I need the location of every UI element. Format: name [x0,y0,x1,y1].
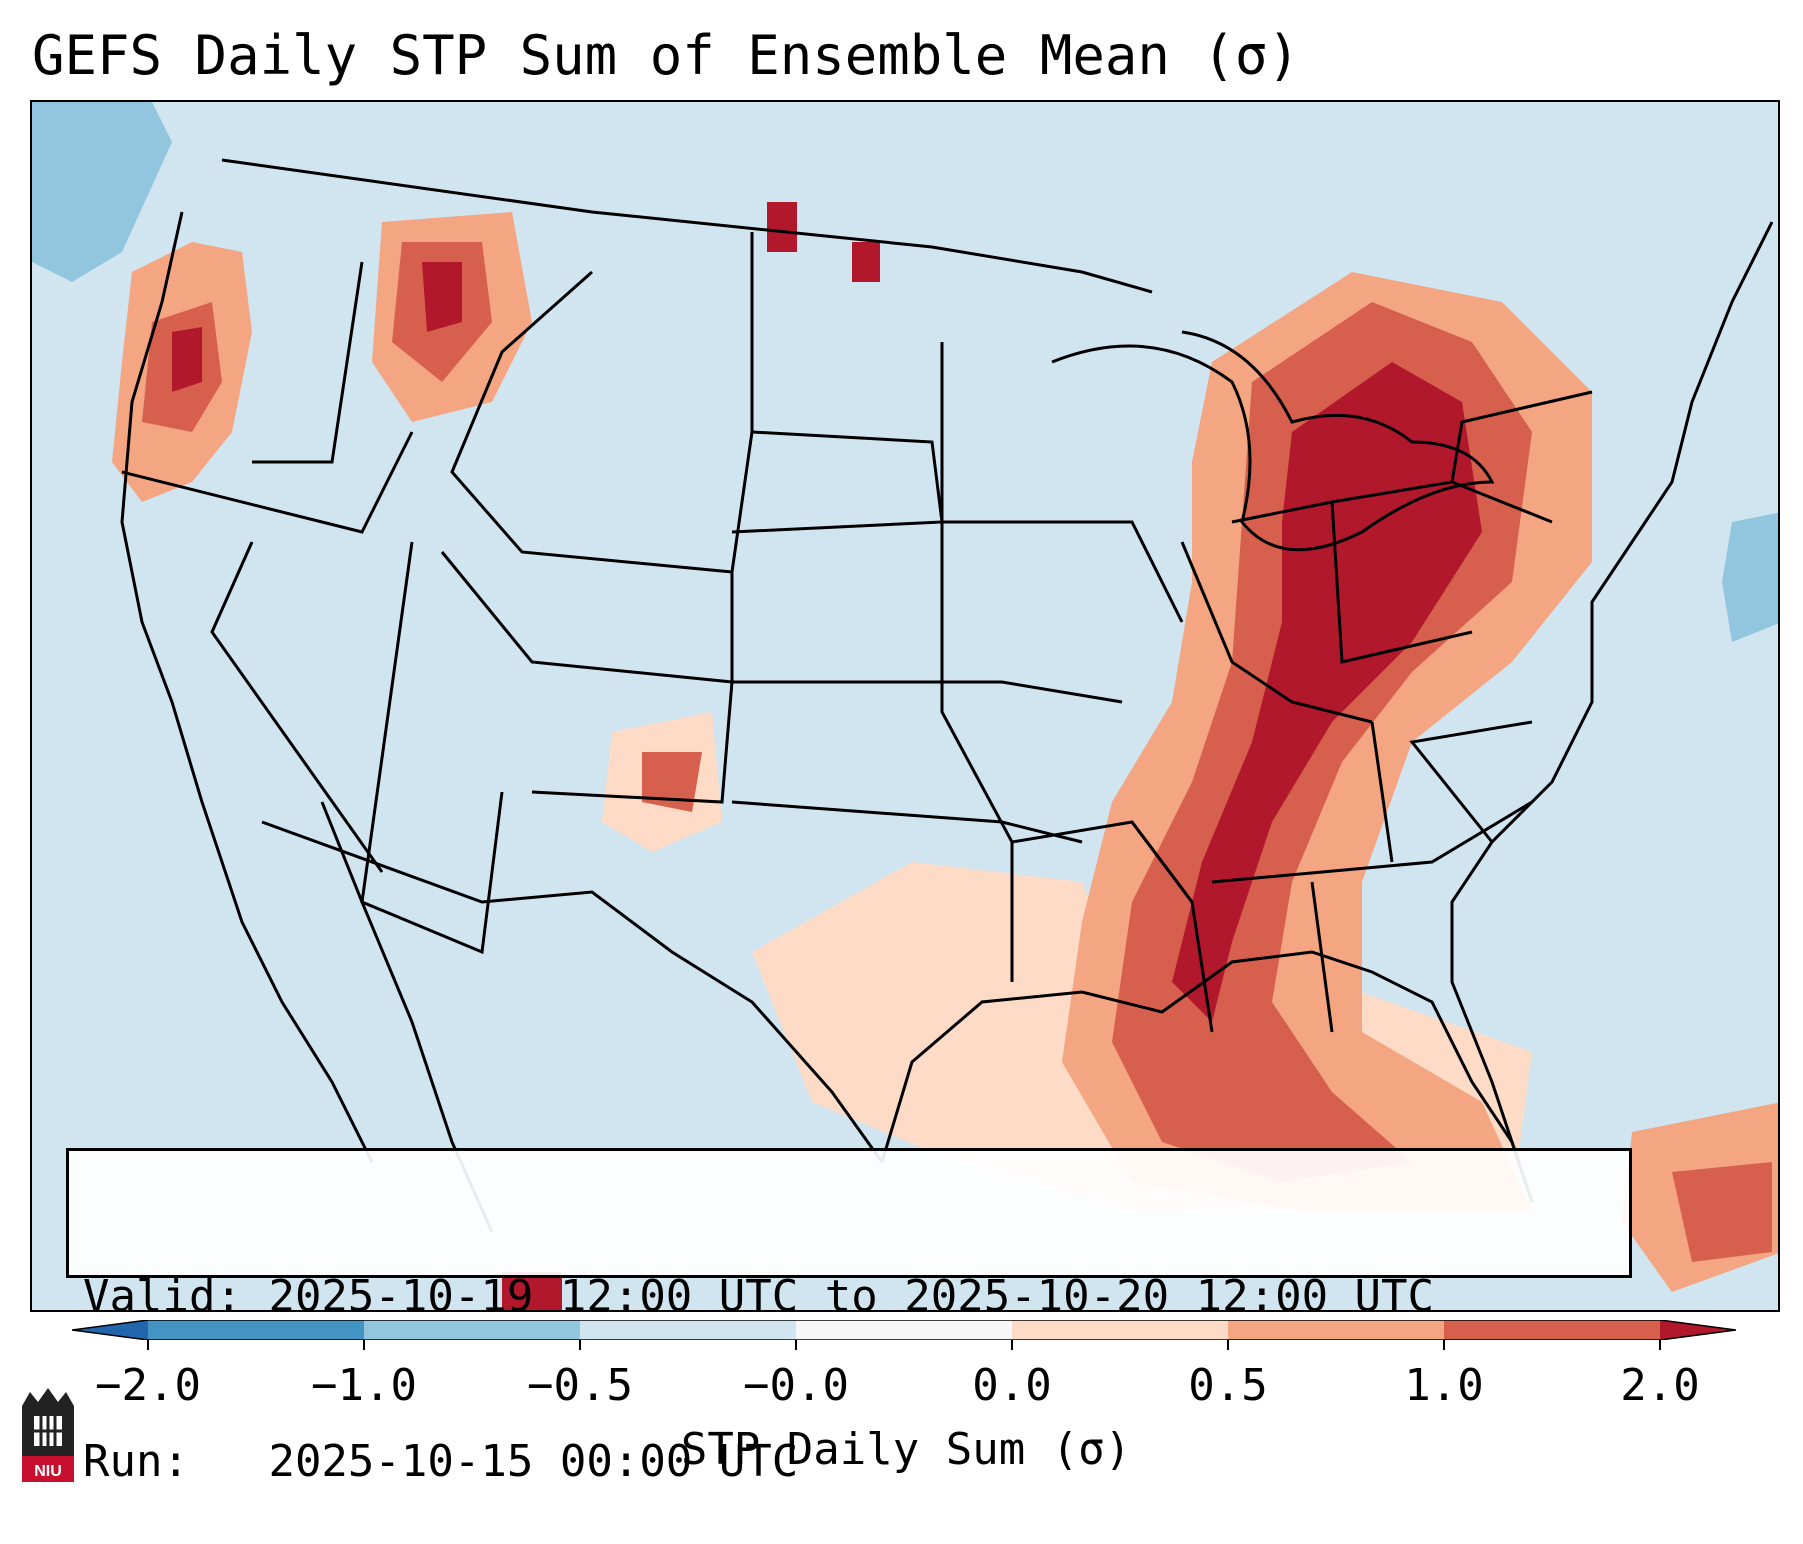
run-row: Run: 2025-10-15 00:00 UTC [83,1434,1615,1489]
colorbar-tick-mark [1659,1340,1661,1350]
valid-run-info-box: Valid: 2025-10-19 12:00 UTC to 2025-10-2… [66,1148,1632,1487]
colorbar-extend-low [72,1320,148,1340]
colorbar-segment [796,1320,1013,1340]
colorbar-segment [1012,1320,1229,1340]
colorbar-tick-mark [363,1340,365,1350]
valid-value: 2025-10-19 12:00 UTC to 2025-10-20 12:00… [268,1271,1435,1322]
colorbar-label: STP Daily Sum (σ) [680,1424,1132,1475]
colorbar-tick-label: −0.0 [743,1360,849,1411]
logo-text: NIU [34,1463,62,1480]
colorbar-tick-label: −2.0 [95,1360,201,1411]
valid-label: Valid: [83,1271,242,1322]
negative-anomaly-patch-atl [1722,512,1778,642]
niu-logo-icon: NIU [18,1386,78,1484]
colorbar-tick-mark [1227,1340,1229,1350]
gulf-coastline [880,950,1534,1203]
boundary-lines [120,158,1774,1233]
colorbar-tick-label: −1.0 [311,1360,417,1411]
colorbar-segment [580,1320,797,1340]
colorbar-tick-label: 0.5 [1188,1360,1268,1411]
colorbar-segment [1228,1320,1445,1340]
positive-anomaly-plume-core [1172,362,1482,1022]
colorbar-tick-mark [579,1340,581,1350]
colorbar [72,1320,1736,1340]
pacific-coastline [120,211,374,1163]
valid-row: Valid: 2025-10-19 12:00 UTC to 2025-10-2… [83,1269,1615,1324]
map-canvas [32,102,1778,1310]
colorbar-tick-label: 1.0 [1404,1360,1484,1411]
colorbar-segment [148,1320,365,1340]
run-label: Run: [83,1436,242,1487]
colorbar-tick-mark [1011,1340,1013,1350]
run-value: 2025-10-15 00:00 UTC [268,1436,799,1487]
colorbar-segment [1444,1320,1661,1340]
colorbar-tick-mark [1443,1340,1445,1350]
mexico-border [261,820,884,1163]
canada-border [221,158,1153,294]
colorbar-tick-label: 2.0 [1620,1360,1700,1411]
atlantic-coastline [1450,221,1774,1203]
colorbar-tick-mark [147,1340,149,1350]
colorbar-segment [364,1320,581,1340]
colorbar-tick-label: −0.5 [527,1360,633,1411]
colorbar-tick-label: 0.0 [972,1360,1052,1411]
map-panel[interactable] [30,100,1780,1312]
map-title: GEFS Daily STP Sum of Ensemble Mean (σ) [32,24,1300,87]
stp-shading-layer [32,102,1778,1310]
colorbar-tick-mark [795,1340,797,1350]
great-lakes-outline [1051,330,1495,552]
negative-anomaly-patch-nw [32,102,172,282]
colorbar-extend-high [1660,1320,1736,1340]
